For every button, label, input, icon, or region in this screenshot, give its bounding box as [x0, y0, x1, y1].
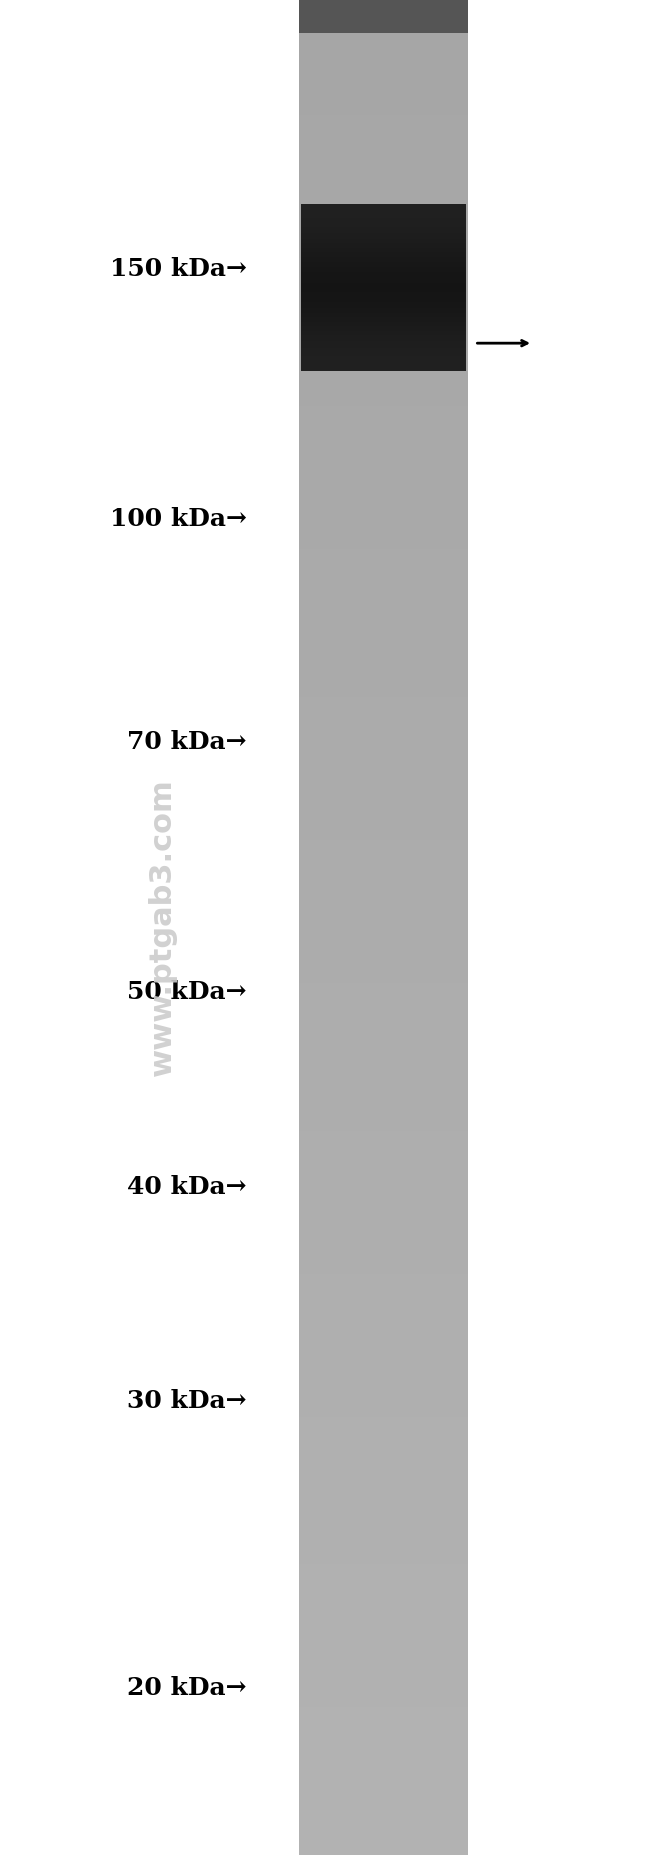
Text: 150 kDa→: 150 kDa→: [110, 258, 247, 280]
Text: 30 kDa→: 30 kDa→: [127, 1389, 247, 1412]
Text: 40 kDa→: 40 kDa→: [127, 1176, 247, 1198]
Text: 20 kDa→: 20 kDa→: [127, 1677, 247, 1699]
Text: 70 kDa→: 70 kDa→: [127, 731, 247, 753]
Text: www.ptgab3.com: www.ptgab3.com: [148, 779, 177, 1076]
Text: 100 kDa→: 100 kDa→: [110, 508, 247, 531]
Text: 50 kDa→: 50 kDa→: [127, 981, 247, 1004]
